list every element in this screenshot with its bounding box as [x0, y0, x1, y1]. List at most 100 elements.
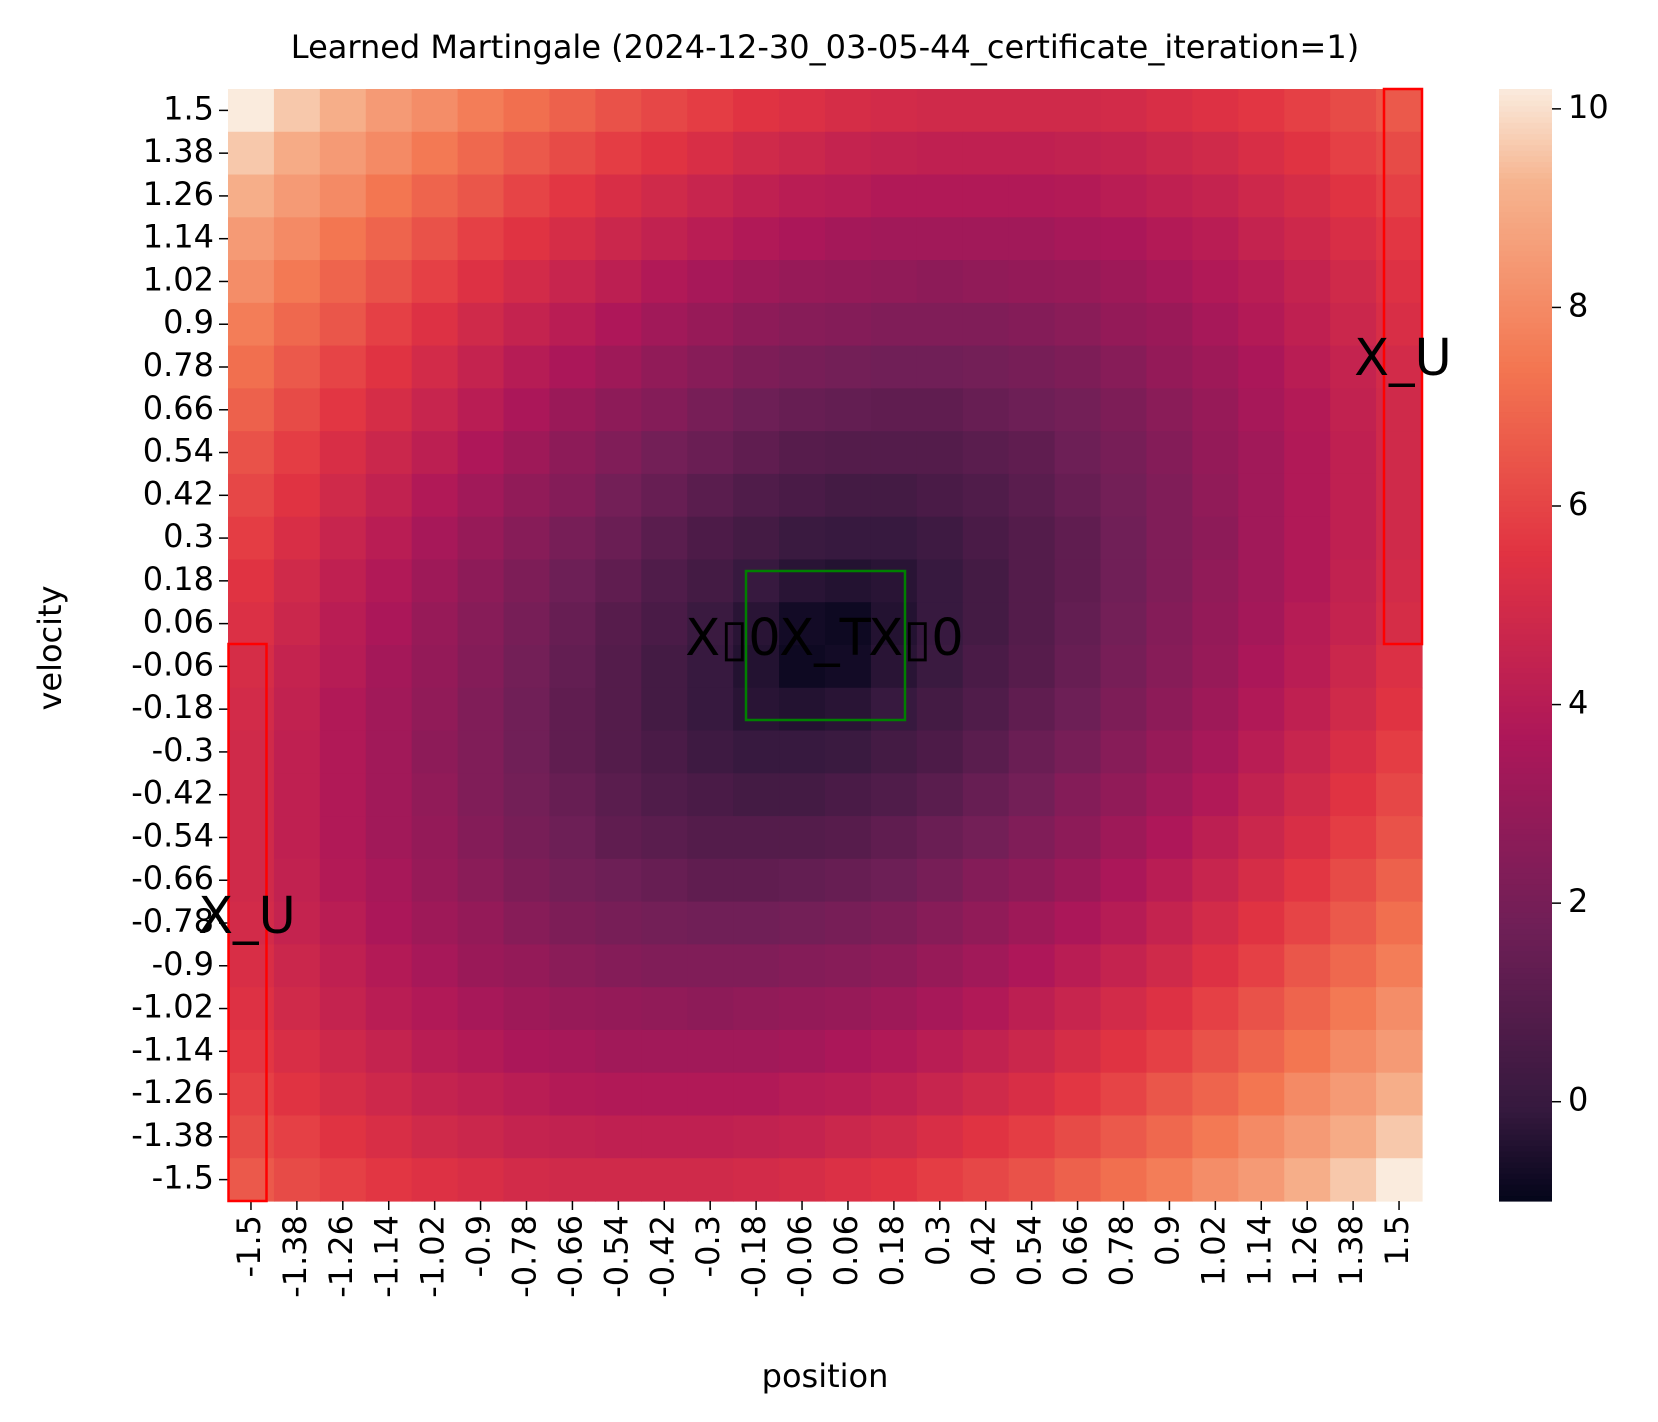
- heatmap-cell: [549, 602, 596, 646]
- y-tick-label: -1.14: [131, 1030, 214, 1068]
- heatmap-cell: [1054, 816, 1102, 860]
- heatmap-cell: [1192, 944, 1239, 988]
- colorbar-strip: [1499, 428, 1552, 435]
- heatmap-cell: [319, 816, 367, 860]
- colorbar-strip: [1499, 378, 1552, 385]
- colorbar-strip: [1499, 722, 1552, 729]
- colorbar-strip: [1499, 411, 1552, 418]
- heatmap-cell: [1238, 602, 1285, 646]
- heatmap-cell: [1284, 1072, 1331, 1117]
- heatmap-cell: [641, 89, 688, 133]
- heatmap-cell: [1284, 858, 1331, 903]
- colorbar-strip: [1499, 166, 1552, 173]
- heatmap-cell: [503, 730, 551, 774]
- colorbar-strip: [1499, 822, 1552, 830]
- heatmap-cell: [1284, 901, 1331, 945]
- heatmap-cell: [825, 473, 872, 518]
- heatmap-cell: [962, 645, 1010, 689]
- heatmap-cell: [595, 388, 642, 432]
- heatmap-cell: [962, 473, 1010, 518]
- heatmap-cell: [916, 1158, 964, 1202]
- heatmap-cell: [319, 89, 367, 133]
- heatmap-cell: [549, 901, 596, 945]
- heatmap-cell: [1376, 858, 1423, 903]
- heatmap-cell: [1100, 816, 1148, 860]
- heatmap-cell: [1238, 131, 1285, 176]
- colorbar-strip: [1499, 906, 1552, 913]
- colorbar-strip: [1499, 233, 1552, 240]
- colorbar-tick-label: 2: [1568, 882, 1588, 920]
- colorbar-strip: [1499, 711, 1552, 718]
- colorbar-strip: [1499, 661, 1552, 668]
- heatmap-cell: [1192, 987, 1239, 1031]
- heatmap-cell: [365, 473, 413, 518]
- colorbar: 0 2 4 6 8 10: [1499, 88, 1609, 1202]
- heatmap-cell: [1054, 602, 1102, 646]
- heatmap-cell: [916, 345, 964, 389]
- heatmap-cell: [503, 217, 551, 261]
- heatmap-cell: [1100, 345, 1148, 389]
- heatmap-cell: [365, 1072, 413, 1117]
- heatmap-cell: [1008, 1029, 1056, 1074]
- colorbar-strip: [1499, 895, 1552, 902]
- heatmap-cell: [457, 345, 505, 389]
- heatmap-cell: [365, 901, 413, 945]
- heatmap-cell: [549, 388, 596, 432]
- heatmap-cell: [916, 302, 964, 347]
- colorbar-strip: [1499, 172, 1552, 179]
- colorbar-strip: [1499, 917, 1552, 924]
- heatmap-cell: [457, 559, 505, 603]
- colorbar-strip: [1499, 733, 1552, 741]
- heatmap-cell: [1376, 1158, 1423, 1202]
- heatmap-cell: [273, 1029, 321, 1074]
- heatmap-cell: [870, 431, 918, 475]
- heatmap-cell: [641, 602, 688, 646]
- heatmap-cell: [1192, 131, 1239, 176]
- heatmap-cell: [1238, 345, 1285, 389]
- y-tick-label: 0.66: [143, 389, 214, 427]
- heatmap-cell: [641, 174, 688, 218]
- heatmap-cell: [870, 1115, 918, 1159]
- heatmap-cell: [1192, 559, 1239, 603]
- colorbar-strip: [1499, 539, 1552, 546]
- y-tick-label: -1.5: [152, 1159, 214, 1197]
- heatmap-cell: [1100, 1158, 1148, 1202]
- heatmap-cell: [1284, 1158, 1331, 1202]
- heatmap-cell: [733, 217, 780, 261]
- heatmap-cell: [825, 431, 872, 475]
- heatmap-cell: [1192, 302, 1239, 347]
- heatmap-cell: [641, 816, 688, 860]
- heatmap-cell: [365, 431, 413, 475]
- x-tick-label: 0.18: [873, 1215, 911, 1286]
- heatmap-cell: [273, 89, 321, 133]
- heatmap-cell: [457, 217, 505, 261]
- colorbar-tick-label: 8: [1568, 286, 1588, 324]
- region-label: X▯0: [868, 609, 963, 668]
- heatmap-cell: [411, 602, 459, 646]
- heatmap-cell: [870, 1029, 918, 1074]
- heatmap-cell: [503, 602, 551, 646]
- colorbar-strip: [1499, 1173, 1552, 1180]
- heatmap-cell: [457, 1115, 505, 1159]
- colorbar-strip: [1499, 1028, 1552, 1035]
- heatmap-cell: [641, 1115, 688, 1159]
- heatmap-cell: [503, 89, 551, 133]
- heatmap-cell: [319, 473, 367, 518]
- heatmap-cell: [916, 1029, 964, 1074]
- heatmap-cell: [1376, 645, 1423, 689]
- colorbar-strip: [1499, 739, 1552, 746]
- heatmap-cell: [1238, 260, 1285, 304]
- heatmap-cell: [319, 260, 367, 304]
- heatmap-cell: [549, 1072, 596, 1117]
- heatmap-cell: [779, 431, 826, 475]
- heatmap-cell: [411, 1029, 459, 1074]
- heatmap-cell: [503, 260, 551, 304]
- heatmap-cell: [1238, 1072, 1285, 1117]
- heatmap-cell: [641, 944, 688, 988]
- heatmap-cell: [825, 687, 872, 732]
- colorbar-strip: [1499, 161, 1552, 168]
- heatmap-cell: [733, 1158, 780, 1202]
- heatmap-cell: [687, 174, 734, 218]
- heatmap-cell: [595, 131, 642, 176]
- heatmap-cell: [1146, 217, 1193, 261]
